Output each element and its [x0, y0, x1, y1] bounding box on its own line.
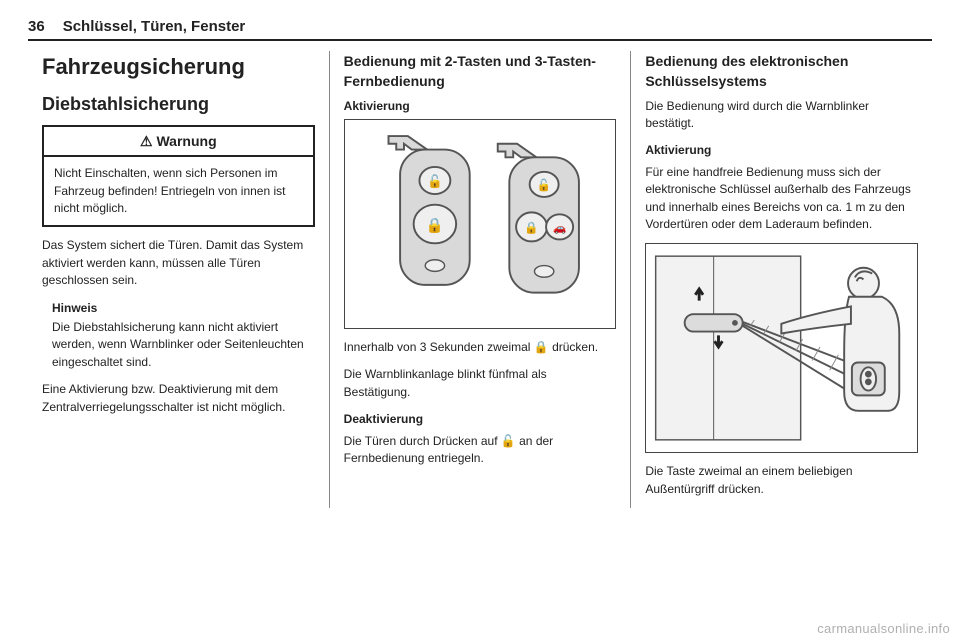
paragraph: Die Bedienung wird durch die Warnblinker…: [645, 98, 918, 133]
subsection-label: Deaktivierung: [344, 411, 617, 428]
paragraph: Eine Aktivierung bzw. Deaktivierung mit …: [42, 381, 315, 416]
header-title: Schlüssel, Türen, Fenster: [63, 18, 246, 35]
illustration-keys: 🔓 🔒 🔓 🔒 🚗: [344, 119, 617, 329]
page: 36 Schlüssel, Türen, Fenster Fahrzeugsic…: [0, 0, 960, 508]
subsection-label: Aktivierung: [645, 142, 918, 159]
paragraph: Innerhalb von 3 Sekunden zweimal 🔒 drück…: [344, 339, 617, 356]
watermark: carmanualsonline.info: [817, 621, 950, 636]
section-title: Bedienung mit 2-Tasten und 3-Tasten-Fern…: [344, 51, 617, 92]
content-columns: Fahrzeugsicherung Diebstahlsicherung ⚠ W…: [28, 51, 932, 508]
svg-text:🚗: 🚗: [553, 223, 566, 235]
subsection-heading: Diebstahlsicherung: [42, 91, 315, 117]
warning-body: Nicht Einschalten, wenn sich Personen im…: [44, 157, 313, 225]
paragraph: Für eine handfreie Bedienung muss sich d…: [645, 164, 918, 234]
column-3: Bedienung des elektronischen Schlüsselsy…: [630, 51, 932, 508]
warning-label: ⚠ Warnung: [44, 127, 313, 157]
page-header: 36 Schlüssel, Türen, Fenster: [28, 18, 932, 41]
illustration-handfree: [645, 243, 918, 453]
svg-text:🔒: 🔒: [524, 222, 538, 235]
column-2: Bedienung mit 2-Tasten und 3-Tasten-Fern…: [329, 51, 631, 508]
warning-box: ⚠ Warnung Nicht Einschalten, wenn sich P…: [42, 125, 315, 227]
subsection-label: Aktivierung: [344, 98, 617, 115]
paragraph: Die Türen durch Drücken auf 🔓 an der Fer…: [344, 433, 617, 468]
note-label: Hinweis: [42, 300, 315, 317]
svg-text:🔓: 🔓: [427, 173, 443, 188]
section-title: Bedienung des elektronischen Schlüsselsy…: [645, 51, 918, 92]
paragraph: Das System sichert die Türen. Damit das …: [42, 237, 315, 289]
keys-svg: 🔓 🔒 🔓 🔒 🚗: [345, 120, 616, 328]
svg-text:🔒: 🔒: [426, 217, 444, 234]
paragraph: Die Warnblinkanlage blinkt fünfmal als B…: [344, 366, 617, 401]
note-body: Die Diebstahlsicherung kann nicht aktivi…: [42, 319, 315, 371]
handfree-svg: [646, 244, 917, 452]
section-heading: Fahrzeugsicherung: [42, 51, 315, 83]
page-number: 36: [28, 18, 45, 35]
paragraph: Die Taste zweimal an einem beliebigen Au…: [645, 463, 918, 498]
column-1: Fahrzeugsicherung Diebstahlsicherung ⚠ W…: [28, 51, 329, 508]
svg-text:🔓: 🔓: [537, 178, 551, 192]
